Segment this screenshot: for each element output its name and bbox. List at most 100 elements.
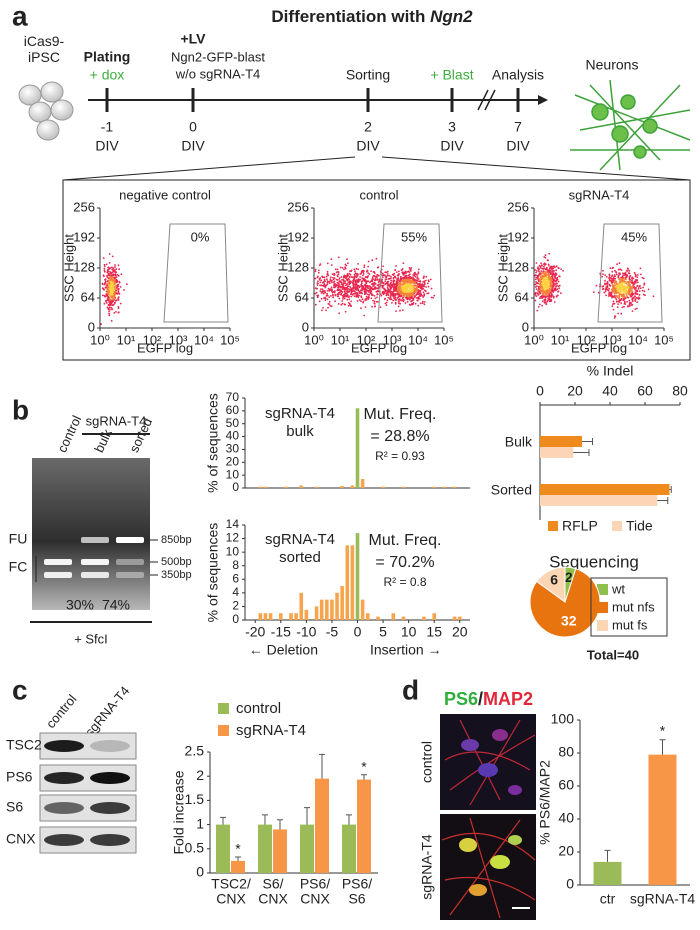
- title: Differentiation with Ngn2: [271, 7, 473, 26]
- y-tick-label: 2.5: [185, 743, 205, 759]
- y-tick-label: 256: [507, 199, 529, 214]
- panel-letter: c: [12, 674, 28, 705]
- facs-dot: [535, 276, 538, 279]
- event-label: Sorting: [346, 67, 390, 83]
- facs-dot: [556, 288, 559, 291]
- facs-dot: [104, 282, 107, 284]
- facs-dot: [537, 285, 540, 288]
- facs-dot: [614, 290, 617, 292]
- facs-dot: [537, 288, 540, 290]
- facs-dot: [350, 305, 352, 308]
- y-tick-label: 192: [507, 229, 529, 244]
- facs-dot: [408, 271, 411, 273]
- facs-dot: [326, 298, 329, 301]
- facs-dot: [541, 297, 543, 300]
- pie-slice: [529, 568, 601, 638]
- facs-dot: [347, 274, 350, 277]
- x-tick-label: 10²: [577, 332, 596, 347]
- facs-dot: [351, 276, 354, 279]
- facs-dot: [343, 297, 346, 300]
- facs-dot: [634, 275, 637, 278]
- facs-dot: [404, 276, 406, 279]
- slice-label: 32: [561, 612, 577, 628]
- facs-dot: [628, 285, 631, 288]
- facs-dot: [355, 267, 358, 270]
- facs-dot: [331, 281, 333, 284]
- facs-dot: [326, 272, 329, 275]
- facs-dot: [410, 300, 412, 303]
- gel-band: [81, 537, 109, 543]
- facs-dot: [427, 280, 430, 283]
- facs-dot: [357, 287, 359, 290]
- legend-label: wt: [611, 581, 625, 596]
- facs-dot: [543, 288, 545, 290]
- cells-icon: [18, 81, 74, 141]
- facs-dot: [535, 288, 538, 291]
- x-tick-label: 10¹: [117, 332, 136, 347]
- facs-dot: [320, 279, 323, 282]
- facs-dot: [333, 284, 335, 287]
- facs-dot: [102, 274, 105, 277]
- facs-dot: [326, 289, 329, 292]
- facs-dot: [625, 294, 628, 297]
- facs-dot: [352, 284, 355, 287]
- facs-dot: [628, 275, 631, 278]
- facs-dot: [540, 262, 542, 265]
- facs-dot: [344, 266, 346, 269]
- facs-dot: [384, 271, 387, 274]
- facs-dot: [108, 312, 110, 315]
- facs-dot: [420, 283, 423, 286]
- facs-dot: [321, 275, 323, 278]
- facs-dot: [362, 271, 365, 274]
- chart-title: Sequencing: [549, 552, 639, 571]
- facs-dot: [399, 291, 401, 294]
- y-tick-label: 40: [558, 810, 574, 826]
- panel-letter: a: [12, 0, 28, 31]
- facs-dot: [376, 287, 378, 290]
- facs-dot: [398, 298, 401, 301]
- facs-dot: [116, 286, 118, 289]
- facs-dot: [548, 298, 550, 301]
- gel-band: [116, 559, 144, 565]
- facs-dot: [635, 281, 637, 284]
- x-tick-label: 10⁵: [434, 332, 454, 347]
- facs-dot: [387, 282, 389, 285]
- facs-dot: [643, 282, 646, 285]
- facs-dot: [397, 273, 400, 275]
- facs-dot: [323, 278, 326, 281]
- facs-dot: [604, 279, 606, 282]
- facs-dot: [557, 280, 560, 283]
- facs-dot: [101, 294, 104, 297]
- facs-dot: [347, 296, 350, 298]
- facs-dot: [554, 272, 557, 275]
- facs-dot: [373, 295, 376, 297]
- facs-dot: [404, 282, 407, 284]
- facs-dot: [338, 297, 341, 300]
- y-axis-label: % of sequences: [205, 523, 221, 623]
- facs-dot: [627, 296, 630, 299]
- facs-dot: [402, 286, 405, 288]
- facs-dot: [625, 278, 628, 281]
- facs-dot: [349, 273, 352, 276]
- facs-dot: [105, 302, 108, 304]
- facs-dot: [109, 308, 111, 311]
- facs-dot: [641, 289, 644, 292]
- facs-dot: [626, 290, 628, 293]
- facs-dot: [636, 285, 639, 288]
- facs-dot: [628, 270, 631, 272]
- y-tick-label: 192: [287, 229, 309, 244]
- facs-dot: [390, 279, 393, 282]
- bar: [263, 486, 268, 488]
- facs-dot: [429, 278, 432, 281]
- facs-dot: [618, 262, 621, 265]
- facs-dot: [393, 280, 396, 282]
- facs-dot: [346, 295, 348, 297]
- facs-dot: [412, 284, 415, 287]
- facs-dot: [323, 284, 326, 287]
- facs-dot: [557, 290, 560, 293]
- facs-dot: [616, 291, 619, 294]
- facs-dot: [539, 265, 542, 268]
- facs-dot: [337, 273, 340, 276]
- facs-dot: [406, 294, 408, 296]
- facs-dot: [544, 301, 546, 304]
